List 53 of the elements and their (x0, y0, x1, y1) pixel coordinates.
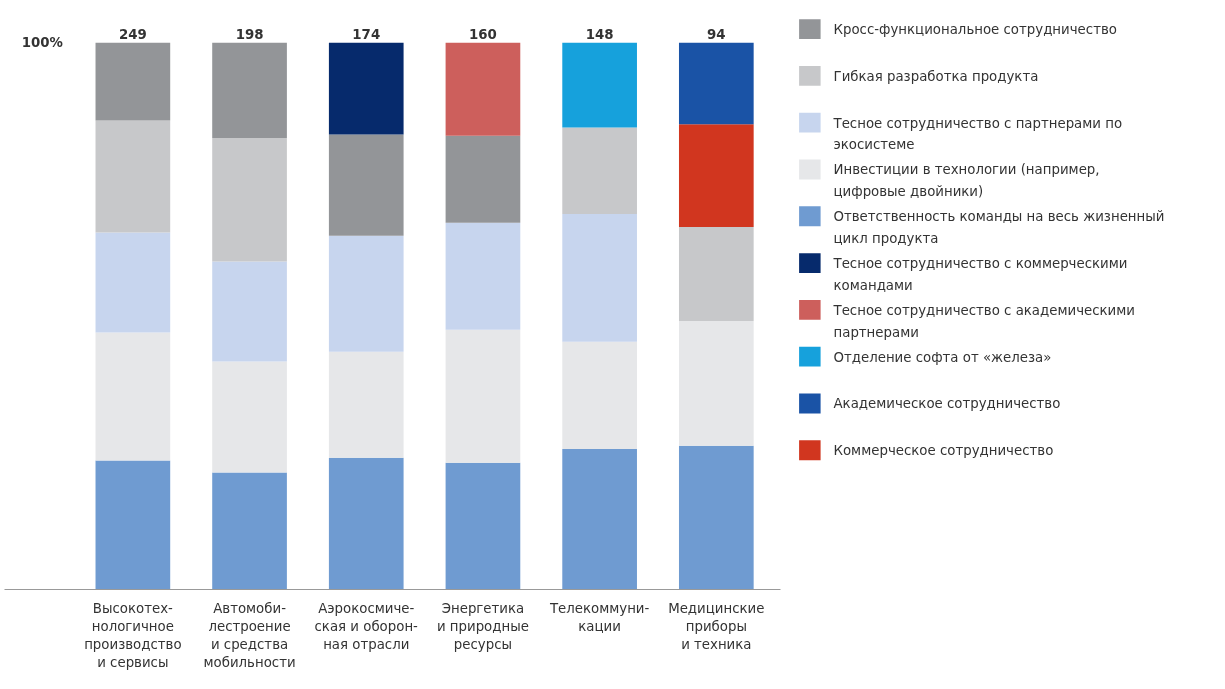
annotation: 174 (352, 26, 381, 42)
legend-label: Тесное сотрудничество с академическими партнерами (832, 302, 1135, 340)
legend-label: Коммерческое сотрудничество (833, 443, 1054, 459)
x-tick-label: Аэрокосмиче- ская и оборон- ная отрасли (314, 600, 419, 652)
bar (445, 135, 521, 223)
bar (678, 124, 754, 228)
x-tick-label: Телекоммуни- кации (548, 600, 650, 634)
bar (95, 42, 171, 121)
annotation: 160 (469, 26, 497, 42)
x-tick-label: Высокотех- нологичное производство и сервисы (84, 600, 182, 670)
bar (212, 261, 287, 362)
legend-label: Отделение софта от «железа» (833, 349, 1052, 365)
legend-label: Академическое сотрудничество (833, 396, 1061, 412)
bar (562, 448, 637, 590)
legend-label: Тесное сотрудничество с партнерами по экосистеме (832, 115, 1123, 153)
bar (95, 120, 171, 233)
annotation: 249 (118, 26, 147, 42)
bar (328, 351, 404, 458)
bar (562, 341, 637, 449)
bar (445, 462, 521, 590)
bar (328, 457, 404, 590)
x-tick-label: Энергетика и природные ресурсы (436, 600, 529, 652)
annotation: 148 (585, 26, 614, 42)
bar (678, 42, 754, 125)
bar (562, 42, 637, 128)
x-tick-label: Медицинские приборы и техника (668, 600, 765, 652)
legend-label: Гибкая разработка продукта (833, 68, 1039, 84)
legend-label: Ответственность команды на весь жизненный цикл продукта (833, 209, 1165, 246)
bar (95, 232, 171, 333)
bar (678, 227, 754, 322)
bar (95, 460, 171, 590)
bar (328, 134, 404, 236)
x-tick-label: Автомоби- лестроение и средства мобильности (203, 600, 296, 670)
legend-label: Инвестиции в технологии (например, цифровые двойники) (833, 162, 1100, 200)
legend-label: Кросс-функциональное сотрудничество (833, 22, 1117, 38)
bar (212, 42, 287, 138)
annotation: 94 (707, 26, 726, 42)
bar (212, 137, 287, 262)
bar (328, 235, 404, 352)
bar (445, 329, 521, 463)
bar (445, 222, 521, 330)
annotation: 198 (235, 26, 264, 42)
bar (562, 127, 637, 214)
bar (678, 445, 754, 590)
bar (212, 361, 287, 473)
bar (445, 42, 521, 136)
annotation: 100% (21, 35, 63, 51)
bar (328, 42, 404, 135)
bar (212, 472, 287, 590)
bar (95, 332, 171, 461)
legend-label: Тесное сотрудничество с коммерческими командами (832, 256, 1128, 293)
bar (678, 321, 754, 446)
bar (562, 213, 637, 342)
